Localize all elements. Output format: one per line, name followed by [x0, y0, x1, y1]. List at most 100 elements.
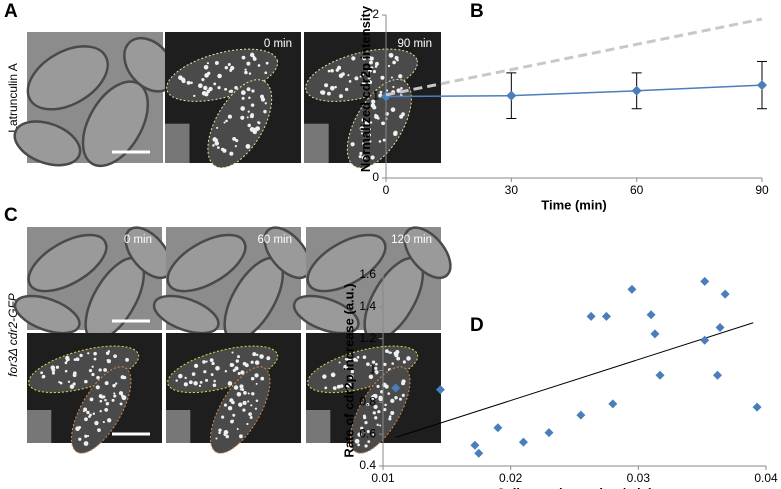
x-tick-label: 0.04 — [754, 471, 778, 485]
cdr2-node — [257, 64, 261, 67]
cdr2-node — [88, 415, 91, 418]
cdr2-node — [250, 376, 255, 381]
cdr2-node — [105, 351, 109, 355]
cdr2-node — [254, 407, 258, 410]
cdr2-node — [211, 361, 215, 366]
cdr2-node — [64, 369, 68, 373]
row-label: for3Δ cdr2-GFP — [6, 293, 20, 377]
cdr2-node — [212, 144, 215, 147]
cdr2-node — [183, 382, 188, 387]
cdr2-node — [205, 378, 209, 382]
cdr2-node — [247, 123, 252, 128]
cdr2-node — [112, 383, 116, 388]
cdr2-node — [401, 381, 405, 386]
cdr2-node — [243, 391, 247, 395]
cdr2-node — [247, 400, 250, 403]
cdr2-node — [347, 74, 350, 77]
cdr2-node — [175, 379, 178, 382]
cdr2-node — [359, 126, 365, 131]
cdr2-node — [58, 381, 61, 384]
cdr2-node — [87, 435, 90, 438]
data-point — [518, 437, 528, 447]
cdr2-node — [107, 418, 112, 423]
cdr2-node — [402, 360, 406, 364]
cdr2-node — [390, 76, 393, 79]
cdr2-node — [238, 434, 243, 439]
cdr2-node — [97, 428, 101, 432]
cdr2-node — [203, 85, 208, 91]
data-point — [576, 410, 586, 420]
cdr2-node — [86, 410, 90, 415]
cdr2-node — [106, 359, 111, 364]
cdr2-node — [218, 431, 221, 435]
cdr2-node — [84, 434, 88, 438]
cdr2-node — [51, 371, 56, 375]
cdr2-node — [215, 437, 218, 440]
cdr2-node — [210, 373, 214, 376]
cdr2-node — [332, 386, 337, 390]
cell-interior — [71, 366, 131, 454]
cdr2-node — [215, 365, 220, 371]
cdr2-node — [73, 358, 77, 361]
cdr2-node — [374, 366, 378, 370]
cdr2-node — [248, 72, 252, 75]
cdr2-node — [381, 121, 385, 126]
panel-label: B — [470, 1, 484, 22]
cdr2-node — [330, 372, 336, 378]
cdr2-node — [193, 94, 196, 98]
cdr2-node — [393, 131, 398, 137]
cdr2-node — [199, 380, 203, 384]
cdr2-node — [401, 112, 405, 117]
cdr2-node — [255, 382, 258, 385]
cdr2-node — [119, 402, 123, 406]
data-point — [435, 385, 445, 395]
cdr2-node — [351, 56, 356, 61]
cell-interior — [307, 346, 418, 393]
cdr2-node — [191, 372, 196, 376]
cdr2-node — [244, 68, 247, 71]
cdr2-node — [228, 90, 232, 93]
cdr2-node — [376, 116, 380, 120]
data-point — [470, 440, 480, 450]
cdr2-node — [212, 383, 217, 388]
y-tick-label: 0.8 — [359, 395, 376, 409]
cdr2-node — [41, 375, 45, 379]
time-label: 0 min — [264, 38, 292, 50]
cdr2-node — [378, 396, 384, 402]
cdr2-node — [346, 382, 352, 388]
cell — [27, 233, 108, 293]
cdr2-node — [255, 126, 260, 131]
cdr2-node — [105, 402, 110, 406]
cdr2-node — [190, 81, 193, 84]
cdr2-node — [362, 56, 367, 61]
cdr2-node — [379, 90, 383, 94]
cdr2-node — [375, 362, 378, 366]
cdr2-node — [203, 64, 209, 70]
cdr2-node — [341, 72, 345, 76]
cdr2-node — [324, 83, 329, 88]
cell-outline — [207, 79, 273, 169]
cdr2-node — [113, 392, 116, 395]
cdr2-node — [246, 87, 251, 92]
cdr2-node — [50, 365, 56, 370]
cdr2-node — [225, 434, 229, 439]
cdr2-node — [111, 398, 115, 402]
cdr2-node — [242, 361, 247, 366]
cdr2-node — [366, 403, 370, 407]
cdr2-node — [229, 398, 234, 403]
cdr2-node — [216, 146, 220, 150]
cdr2-node — [391, 362, 395, 365]
cdr2-node — [102, 420, 105, 424]
cdr2-node — [234, 145, 237, 148]
cdr2-node — [364, 444, 368, 448]
cdr2-node — [361, 73, 365, 76]
cdr2-node — [214, 60, 219, 65]
cdr2-node — [227, 62, 231, 67]
cdr2-node — [329, 85, 335, 91]
cdr2-node — [193, 381, 198, 386]
x-axis-title: Time (min) — [541, 197, 607, 212]
cdr2-node — [382, 138, 386, 142]
cdr2-node — [84, 379, 88, 384]
cdr2-node — [103, 368, 107, 372]
cdr2-node — [343, 364, 348, 370]
